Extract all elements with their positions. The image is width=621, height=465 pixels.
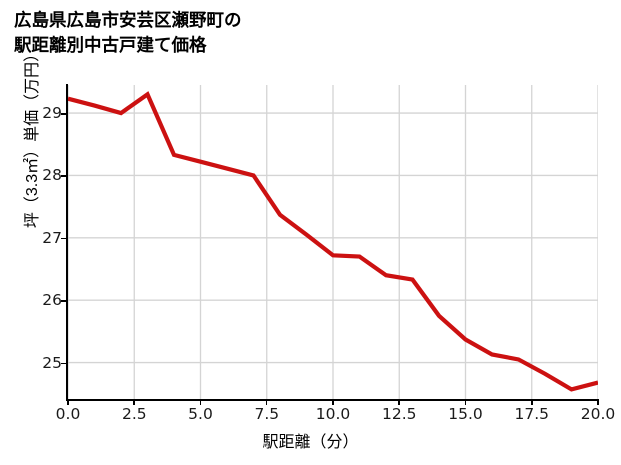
x-tick-label: 17.5 xyxy=(514,405,550,423)
x-tick-mark xyxy=(332,400,334,405)
x-tick-label: 20.0 xyxy=(580,405,616,423)
x-tick-mark xyxy=(398,400,400,405)
y-tick-label: 25 xyxy=(42,353,62,372)
y-tick-label: 29 xyxy=(42,104,62,123)
y-axis-spine xyxy=(66,84,69,401)
y-tick-label: 26 xyxy=(42,291,62,310)
y-tick-label: 27 xyxy=(42,228,62,247)
y-axis-title: 坪（3.3㎡）単価（万円） xyxy=(24,45,41,229)
x-tick-label: 15.0 xyxy=(448,405,483,423)
x-axis-title: 駅距離（分） xyxy=(262,434,359,451)
y-tick-mark xyxy=(61,175,66,177)
x-tick-mark xyxy=(531,400,533,405)
y-tick-mark xyxy=(61,113,66,115)
y-tick-mark xyxy=(61,237,66,240)
x-tick-mark xyxy=(597,400,599,405)
x-tick-label: 5.0 xyxy=(188,405,213,423)
x-tick-mark xyxy=(67,400,69,405)
x-tick-label: 12.5 xyxy=(382,405,417,423)
y-axis-tick-labels: 25 26 27 28 29 xyxy=(0,0,62,465)
x-tick-mark xyxy=(199,400,202,405)
x-tick-label: 10.0 xyxy=(315,405,351,423)
y-tick-mark xyxy=(61,362,66,365)
y-tick-label: 28 xyxy=(42,166,62,185)
plot-area xyxy=(68,85,598,400)
x-tick-mark xyxy=(464,400,467,405)
x-tick-label: 0.0 xyxy=(55,405,81,423)
x-tick-label: 7.5 xyxy=(254,405,280,423)
y-tick-mark xyxy=(61,300,66,302)
data-line-series xyxy=(68,91,598,392)
page-title: 広島県広島市安芸区瀬野町の 駅距離別中古戸建て価格 xyxy=(14,10,242,55)
x-tick-mark xyxy=(265,400,268,405)
x-tick-mark xyxy=(133,400,135,405)
x-tick-label: 2.5 xyxy=(121,405,147,423)
